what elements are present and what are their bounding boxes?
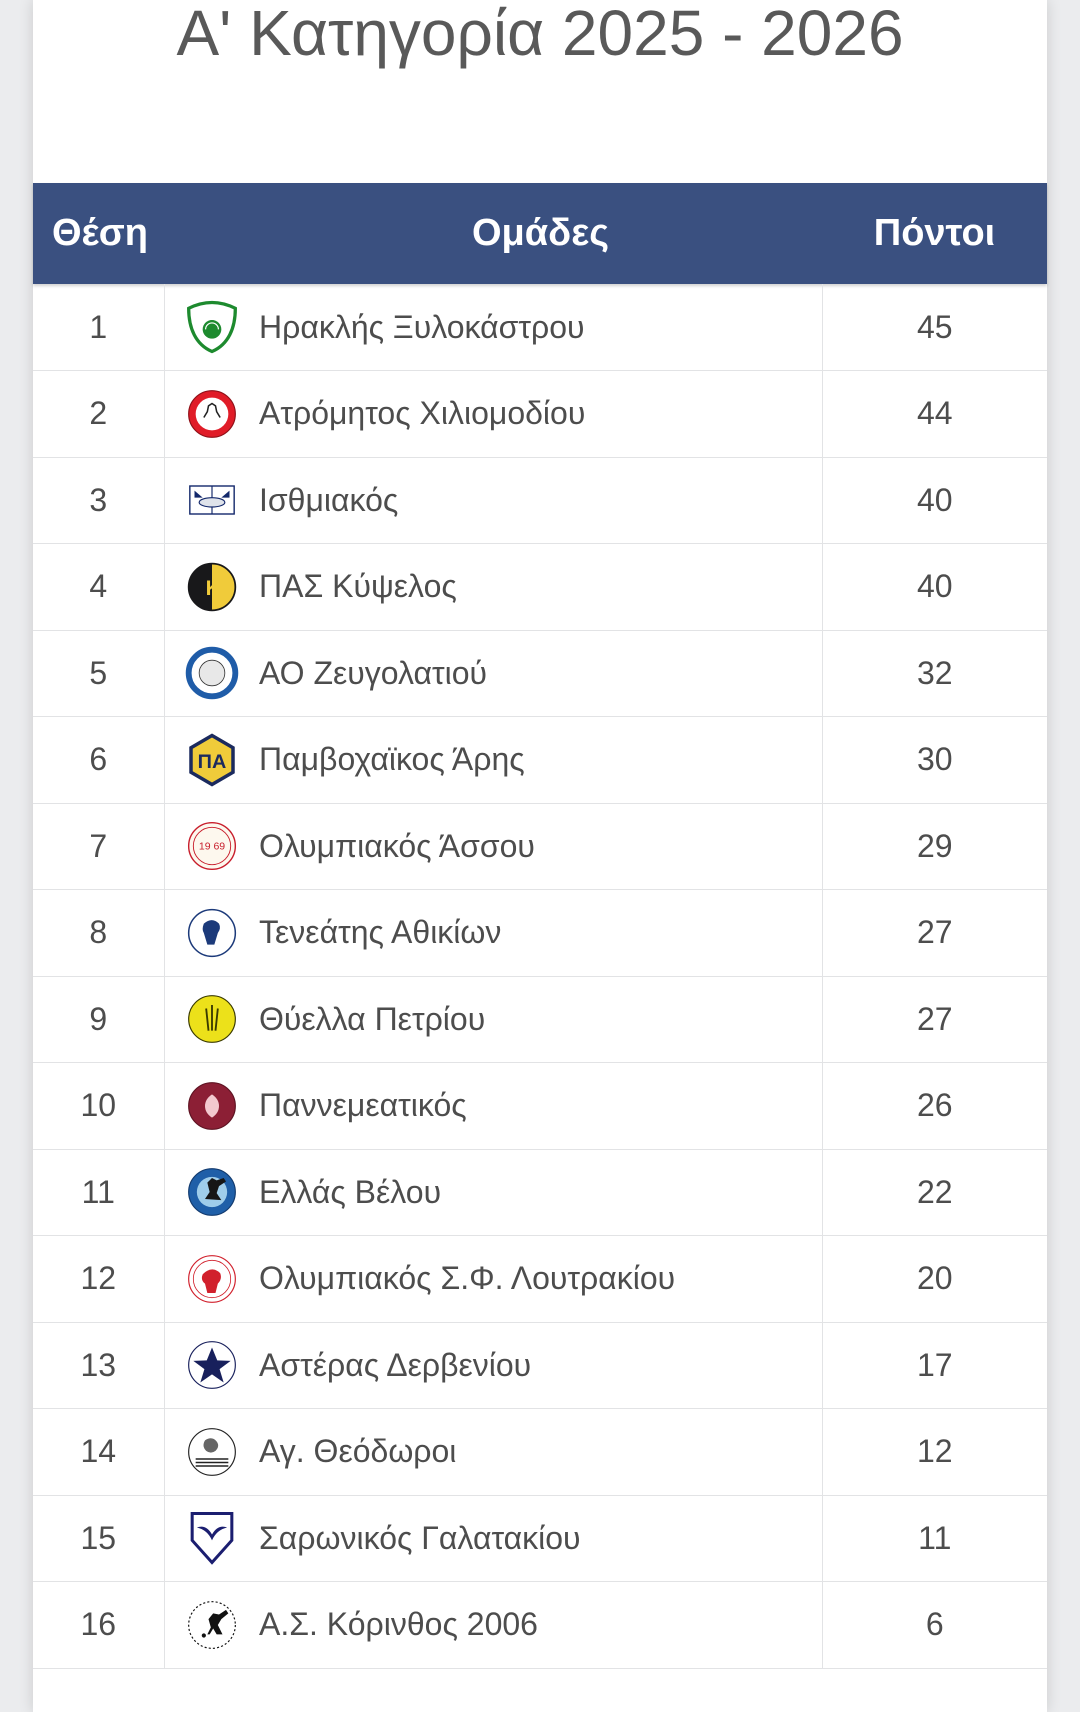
svg-text:19 69: 19 69 [199,841,225,853]
svg-text:K: K [205,577,220,600]
svg-text:ΠΑ: ΠΑ [197,751,226,773]
